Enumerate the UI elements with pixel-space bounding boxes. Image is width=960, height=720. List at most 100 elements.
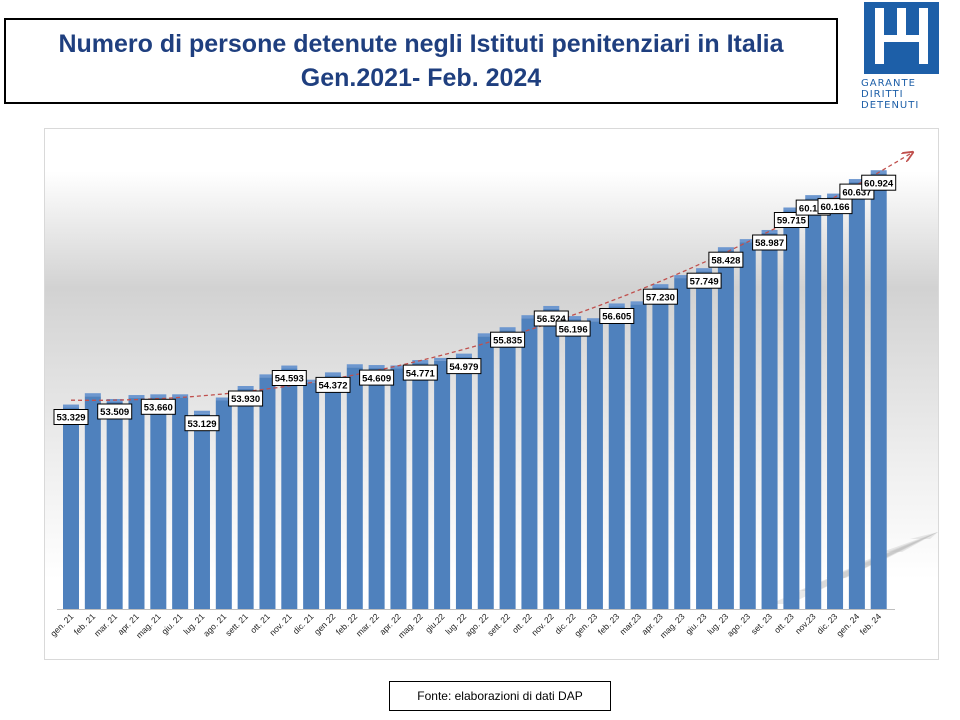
bar-body: [281, 368, 298, 609]
bar-body: [652, 287, 669, 609]
bar-body: [368, 368, 385, 609]
bar-cap: [390, 365, 407, 369]
x-tick-label: nov. 21: [267, 611, 294, 638]
bar-body: [172, 397, 189, 609]
x-tick-label: giu.22: [423, 611, 447, 635]
bar-body: [565, 319, 582, 609]
x-tick-label: feb. 24: [858, 611, 884, 637]
bar: [848, 179, 865, 609]
bar-cap: [193, 410, 210, 414]
bar: [84, 393, 101, 609]
bar-body: [783, 210, 800, 609]
data-label: 56.605: [599, 308, 635, 324]
source-note: Fonte: elaborazioni di dati DAP: [389, 681, 611, 711]
bar-cap: [543, 305, 560, 309]
bar-body: [608, 306, 625, 609]
bar-cap: [674, 275, 691, 279]
bar: [368, 365, 385, 609]
x-tick-label: mag. 23: [658, 611, 687, 640]
bar-cap: [717, 247, 734, 251]
logo-mark: [864, 2, 939, 74]
bar: [717, 247, 734, 609]
data-label-text: 56.605: [602, 312, 632, 323]
data-label: 53.930: [228, 390, 264, 407]
bar: [281, 365, 298, 609]
bar-body: [106, 401, 123, 609]
bar-body: [827, 196, 844, 609]
bar-cap: [215, 397, 232, 401]
bar: [652, 284, 669, 609]
data-label: 54.609: [359, 369, 395, 386]
data-label-box: [642, 288, 678, 305]
bar: [172, 394, 189, 609]
bar-body: [870, 173, 887, 609]
bar: [521, 315, 538, 609]
x-tick-label: nov. 22: [529, 611, 556, 638]
shadow-strip: [910, 532, 938, 539]
bar-body: [674, 278, 691, 609]
bar: [739, 239, 756, 609]
bar: [870, 170, 887, 609]
bar: [434, 357, 451, 609]
bar-body: [739, 242, 756, 609]
data-label-box: [402, 364, 438, 381]
bar: [477, 333, 494, 609]
data-label-text: 54.979: [449, 362, 478, 373]
bar-cap: [652, 284, 669, 288]
chart-subtitle: Gen.2021- Feb. 2024: [300, 64, 542, 92]
logo-text-line1: GARANTE: [861, 78, 916, 89]
bar-cap: [434, 357, 451, 361]
x-tick-label: sett. 21: [223, 611, 250, 638]
x-tick-label: gen. 23: [572, 611, 599, 638]
bar-cap: [172, 394, 189, 398]
x-tick-label: gen 22: [312, 611, 338, 637]
bar-cap: [281, 365, 298, 369]
bar: [805, 195, 822, 609]
bar-body: [412, 363, 429, 609]
bar-cap: [346, 364, 363, 368]
data-label-box: [53, 409, 89, 425]
data-label: 56.196: [555, 320, 591, 337]
bar-body: [193, 413, 210, 609]
bar-body: [434, 360, 451, 609]
data-label: 54.372: [315, 376, 351, 393]
data-label-text: 57.749: [690, 276, 719, 287]
data-label-box: [752, 234, 788, 251]
bar: [150, 394, 167, 609]
data-label-text: 56.524: [537, 314, 567, 325]
bar-body: [499, 330, 516, 609]
bar-body: [848, 182, 865, 609]
data-label-text: 54.609: [362, 373, 391, 384]
bar: [128, 395, 145, 609]
data-label: 54.979: [446, 358, 482, 375]
bar-body: [477, 336, 494, 609]
bar-cap: [128, 395, 145, 399]
bar-body: [215, 400, 232, 609]
data-label-box: [708, 251, 744, 268]
bar-body: [303, 382, 320, 609]
bar-body: [346, 367, 363, 609]
bar: [193, 410, 210, 609]
bar: [608, 303, 625, 609]
bar-cap: [368, 365, 385, 369]
data-label-text: 60.166: [820, 202, 849, 213]
bar-body: [717, 250, 734, 609]
bar-body: [128, 398, 145, 609]
bar-body: [150, 397, 167, 609]
data-label-box: [773, 212, 809, 228]
x-tick-label: mar. 21: [92, 611, 119, 638]
data-label-text: 60.116: [799, 203, 828, 214]
shadow-strip: [882, 532, 938, 552]
data-label-box: [861, 174, 897, 191]
data-label: 53.329: [53, 409, 89, 425]
data-label-box: [97, 403, 133, 420]
bar: [565, 316, 582, 609]
data-label-text: 57.230: [646, 292, 675, 303]
bar: [499, 327, 516, 609]
bar-cap: [237, 386, 254, 389]
bar-body: [63, 407, 79, 609]
data-label-text: 54.593: [275, 374, 304, 385]
bar-cap: [521, 315, 538, 319]
